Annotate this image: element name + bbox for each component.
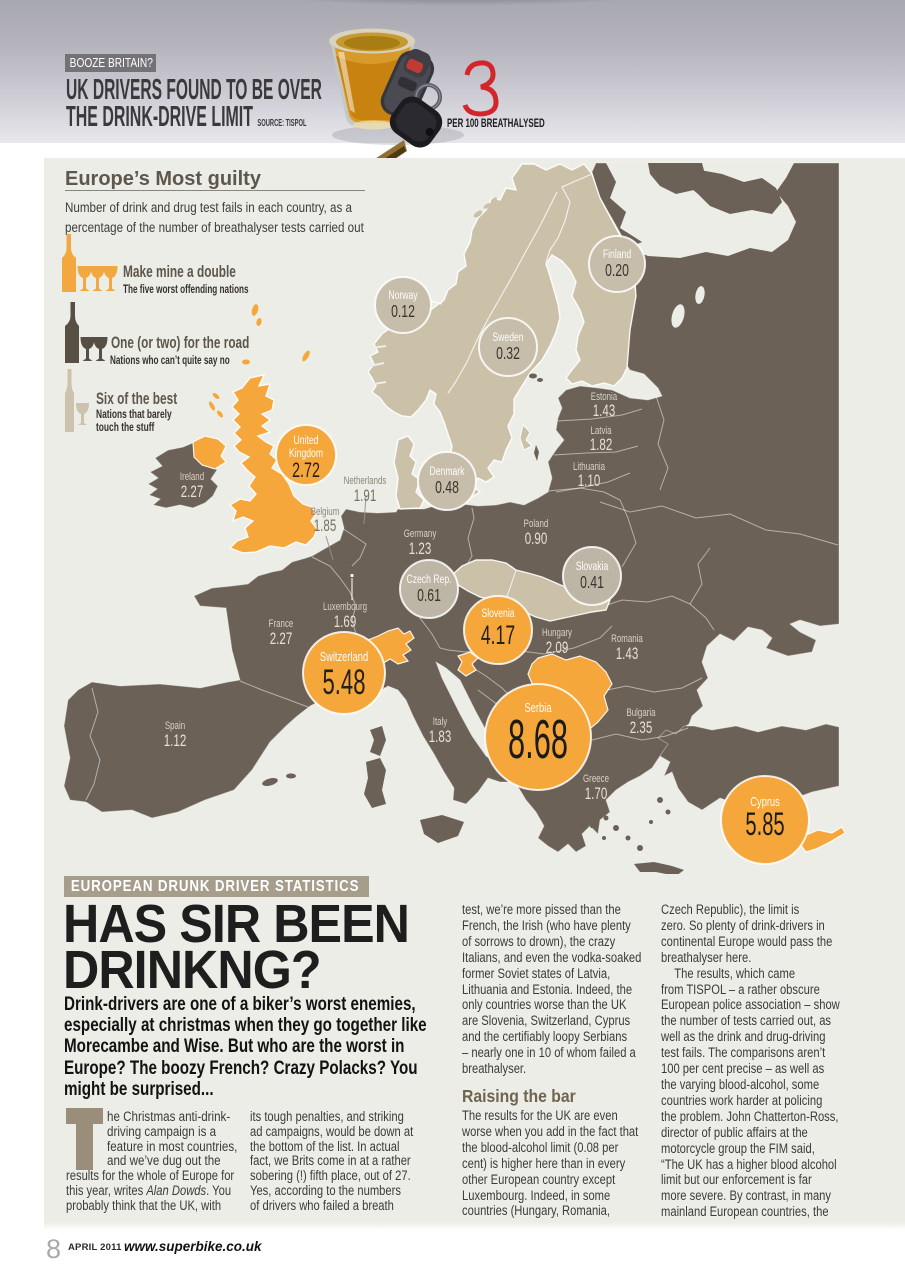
svg-text:1.69: 1.69 xyxy=(334,613,356,632)
svg-text:8.68: 8.68 xyxy=(508,710,568,770)
svg-text:Sweden: Sweden xyxy=(492,332,523,345)
svg-text:Lithuania: Lithuania xyxy=(573,461,606,474)
svg-text:Greece: Greece xyxy=(583,773,609,786)
svg-text:Netherlands: Netherlands xyxy=(344,475,387,488)
svg-text:Cyprus: Cyprus xyxy=(750,796,780,810)
svg-text:2.35: 2.35 xyxy=(630,719,652,738)
svg-text:Luxembourg: Luxembourg xyxy=(323,601,367,614)
svg-text:0.20: 0.20 xyxy=(605,261,629,281)
svg-text:1.85: 1.85 xyxy=(314,517,336,536)
svg-text:Finland: Finland xyxy=(603,249,631,262)
svg-text:0.32: 0.32 xyxy=(496,344,520,364)
svg-text:Norway: Norway xyxy=(388,290,418,303)
svg-text:4.17: 4.17 xyxy=(481,619,515,650)
svg-text:Spain: Spain xyxy=(165,720,185,733)
svg-text:1.10: 1.10 xyxy=(578,472,600,491)
svg-text:1.43: 1.43 xyxy=(616,645,638,664)
svg-text:Kingdom: Kingdom xyxy=(289,448,323,461)
svg-text:France: France xyxy=(269,618,294,631)
svg-text:2.09: 2.09 xyxy=(546,639,568,658)
svg-text:1.83: 1.83 xyxy=(429,728,451,747)
svg-text:1.43: 1.43 xyxy=(593,402,615,421)
svg-text:Slovenia: Slovenia xyxy=(481,608,514,621)
svg-text:Estonia: Estonia xyxy=(591,391,618,404)
svg-text:5.48: 5.48 xyxy=(323,664,366,702)
svg-text:United: United xyxy=(294,435,319,448)
svg-text:0.41: 0.41 xyxy=(580,573,604,593)
svg-text:Switzerland: Switzerland xyxy=(320,651,368,665)
svg-text:Serbia: Serbia xyxy=(524,702,552,716)
svg-text:2.72: 2.72 xyxy=(292,458,320,481)
svg-text:0.12: 0.12 xyxy=(391,302,415,322)
svg-text:Denmark: Denmark xyxy=(430,466,466,479)
svg-text:Czech Rep.: Czech Rep. xyxy=(406,574,451,587)
svg-text:Belgium: Belgium xyxy=(311,506,340,519)
svg-text:Poland: Poland xyxy=(524,518,549,531)
svg-text:1.23: 1.23 xyxy=(409,540,431,559)
svg-text:Romania: Romania xyxy=(611,633,643,646)
svg-text:0.61: 0.61 xyxy=(417,586,441,606)
svg-text:Italy: Italy xyxy=(433,716,448,729)
svg-text:1.82: 1.82 xyxy=(590,436,612,455)
svg-text:Bulgaria: Bulgaria xyxy=(626,707,656,720)
svg-text:Hungary: Hungary xyxy=(542,627,572,640)
svg-text:0.48: 0.48 xyxy=(435,478,459,498)
svg-text:5.85: 5.85 xyxy=(745,806,784,842)
svg-text:1.12: 1.12 xyxy=(164,732,186,751)
svg-text:2.27: 2.27 xyxy=(270,630,292,649)
svg-text:Slovakia: Slovakia xyxy=(576,561,609,574)
svg-text:0.90: 0.90 xyxy=(525,530,547,549)
svg-text:Ireland: Ireland xyxy=(180,471,204,484)
svg-text:1.91: 1.91 xyxy=(354,487,376,506)
svg-text:2.27: 2.27 xyxy=(181,483,203,502)
svg-text:Germany: Germany xyxy=(404,528,437,541)
svg-text:Latvia: Latvia xyxy=(590,425,612,438)
svg-text:1.70: 1.70 xyxy=(585,785,607,804)
